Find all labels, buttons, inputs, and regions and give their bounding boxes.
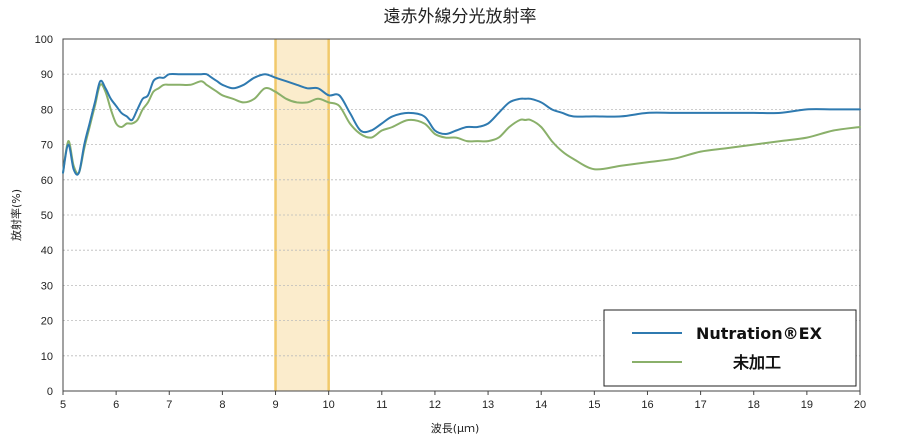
y-tick-label: 90 (41, 69, 53, 81)
y-tick-label: 10 (41, 351, 53, 363)
x-tick-label: 14 (535, 399, 547, 411)
x-axis-ticks: 5 6 7 8 9 10 11 12 13 14 15 16 17 18 19 20 (60, 391, 866, 411)
y-tick-label: 60 (41, 175, 53, 187)
x-tick-label: 13 (482, 399, 494, 411)
y-tick-label: 80 (41, 104, 53, 116)
y-axis-ticks: 0 10 20 30 40 50 60 70 80 90 100 (35, 34, 53, 398)
x-tick-label: 6 (113, 399, 119, 411)
series-lines (62, 72, 861, 176)
y-tick-label: 20 (41, 316, 53, 328)
y-tick-label: 0 (47, 386, 53, 398)
plot-area-frame (62, 38, 861, 392)
x-tick-label: 10 (323, 399, 335, 411)
legend: Nutration®EX 未加工 (603, 309, 857, 387)
x-tick-label: 9 (272, 399, 278, 411)
x-tick-label: 16 (641, 399, 653, 411)
series-line-untreated (62, 80, 861, 175)
legend-label-nutration-ex: Nutration®EX (696, 324, 823, 343)
x-tick-label: 17 (694, 399, 706, 411)
x-tick-label: 19 (801, 399, 813, 411)
y-tick-label: 40 (41, 245, 53, 257)
x-tick-label: 15 (588, 399, 600, 411)
series-line-nutration-ex (62, 72, 861, 176)
y-tick-label: 70 (41, 140, 53, 152)
x-tick-label: 5 (60, 399, 66, 411)
x-tick-label: 8 (219, 399, 225, 411)
y-tick-label: 100 (35, 34, 53, 46)
chart-title: 遠赤外線分光放射率 (384, 7, 537, 27)
x-tick-label: 11 (376, 399, 387, 411)
x-axis-label: 波長(μｍ) (431, 422, 480, 435)
x-tick-label: 18 (748, 399, 760, 411)
legend-box (603, 309, 857, 387)
x-tick-label: 12 (429, 399, 441, 411)
legend-label-untreated: 未加工 (732, 353, 781, 372)
y-tick-label: 30 (41, 280, 53, 292)
y-axis-label: 放射率(%) (9, 189, 23, 241)
x-tick-label: 7 (166, 399, 172, 411)
x-tick-label: 20 (854, 399, 866, 411)
y-tick-label: 50 (41, 210, 53, 222)
